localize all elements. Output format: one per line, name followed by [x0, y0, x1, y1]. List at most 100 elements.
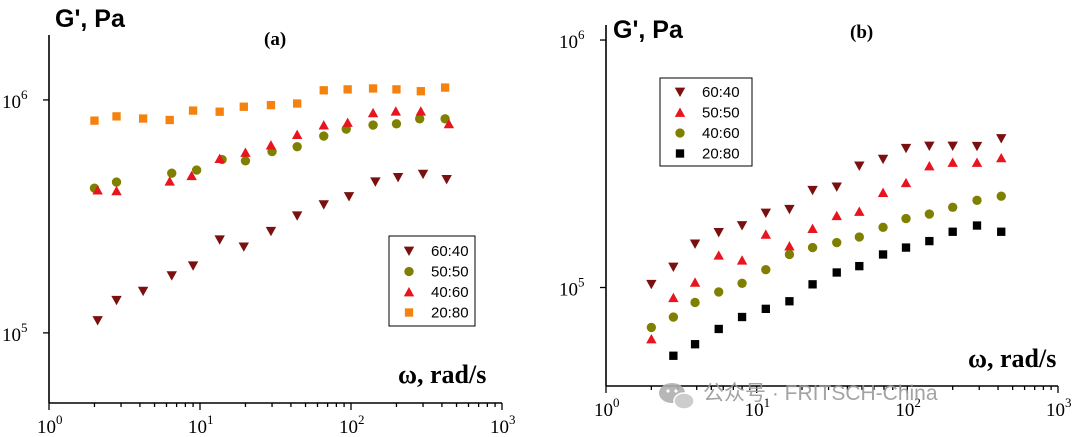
panel-a-data-point [440, 83, 450, 92]
panel-a-data-point [417, 169, 429, 180]
panel-b-data-point [854, 206, 865, 216]
panel-a-legend-label: 60:40 [431, 243, 469, 260]
panel-a-x-tick-label: 101 [188, 412, 214, 437]
panel-a-data-point [291, 211, 303, 221]
panel-b-x-tick-label: 103 [1046, 395, 1072, 421]
panel-b-data-point [831, 210, 842, 221]
panel-b-data-point [784, 241, 795, 251]
panel-b-data-point [947, 157, 958, 167]
panel-a-data-point [165, 115, 174, 125]
panel-b-data-point [925, 236, 934, 246]
panel-a-data-point [265, 226, 277, 237]
panel-a-legend-marker [403, 246, 415, 256]
panel-a-data-point [440, 114, 450, 124]
panel-a-x-tick-label: 102 [339, 412, 365, 437]
panel-a-legend-label: 50:50 [431, 264, 469, 281]
panel-b-data-point [785, 297, 794, 306]
panel-b-data-point [831, 182, 842, 192]
panel-b-y-axis-label: G', Pa [613, 16, 684, 44]
panel-a-data-point [138, 114, 148, 123]
panel-a-legend-marker [404, 266, 414, 277]
panel-b-data-point [854, 161, 865, 171]
panel-a-data-point [166, 271, 177, 281]
panel-b-data-point [971, 157, 983, 167]
panel-b-label: (b) [850, 22, 873, 43]
panel-b-data-point [761, 265, 771, 275]
panel-a-data-point [186, 170, 197, 181]
panel-a-chart: 100 101 102 103 105 106 G', Pa (a) ω, rad/s 6… [2, 5, 516, 437]
panel-b-data-point [900, 143, 912, 154]
panel-a-data-point [214, 235, 225, 245]
panel-b-data-point [996, 191, 1006, 201]
panel-b-data-point [900, 177, 912, 188]
panel-b-x-axis-label: ω, rad/s [968, 344, 1056, 373]
panel-b-data-point [924, 141, 935, 151]
panel-b-data-point [689, 277, 701, 287]
panel-b-data-point [646, 322, 657, 333]
panel-b-data-point [996, 152, 1007, 163]
panel-a-data-point [392, 172, 404, 183]
panel-a-data-point [391, 119, 402, 129]
panel-b-data-point [760, 208, 772, 218]
panel-a-data-point [266, 100, 276, 110]
panel-b-data-point [972, 221, 982, 230]
panel-b-data-point [947, 141, 958, 151]
panel-b-data-point [668, 262, 679, 272]
panel-b-data-point [668, 292, 679, 303]
panel-b-data-point [761, 304, 770, 314]
panel-a-data-point [164, 176, 175, 186]
panel-a-data-point [416, 87, 425, 96]
panel-a-data-point [214, 153, 225, 164]
panel-a-data-point [111, 177, 122, 187]
panel-a-data-point [291, 129, 303, 140]
panel-a-data-point [343, 192, 355, 202]
panel-b-data-point [689, 239, 701, 249]
panel-a-data-point [215, 107, 224, 116]
panel-a-data-point [293, 99, 302, 108]
panel-a-data-point [238, 242, 249, 252]
panel-b-legend-box [659, 77, 753, 167]
panel-a-data-point [319, 86, 328, 95]
panel-a-y-tick-label: 106 [2, 87, 28, 113]
panel-a-data-point [167, 168, 177, 178]
panel-b-legend-marker [674, 107, 686, 117]
chat-bubble-icon [659, 383, 695, 410]
panel-a-x-tick-label: 100 [37, 412, 63, 437]
panel-b-data-point [669, 351, 678, 360]
panel-b-data-point [948, 202, 958, 212]
panel-a-y-tick-label: 105 [2, 320, 28, 346]
panel-a-data-point [187, 261, 199, 271]
panel-b-data-point [807, 185, 818, 196]
panel-b-data-point [713, 227, 724, 238]
panel-a-data-point [390, 106, 401, 116]
panel-a-data-point [240, 156, 251, 166]
panel-b-y-tick-label: 106 [559, 27, 585, 53]
panel-a-data-point [441, 174, 452, 185]
panel-b-data-point [668, 312, 679, 322]
panel-b-data-point [736, 255, 748, 265]
panel-b-legend-label: 40:60 [702, 125, 740, 142]
panel-a-data-point [111, 185, 122, 196]
panel-a-data-point [368, 84, 378, 93]
panel-b-data-point [877, 187, 889, 197]
panel-b-legend-label: 20:80 [702, 146, 740, 163]
panel-b-legend-marker [675, 149, 685, 158]
panel-b-data-point [924, 160, 935, 171]
panel-b-data-point [713, 250, 724, 260]
panel-a-data-point [292, 141, 302, 152]
panel-b-data-point [855, 261, 864, 271]
panel-b-legend: 60:40 50:50 40:60 20:80 [659, 77, 753, 167]
panel-a-x-tick-label: 103 [490, 412, 516, 437]
panel-a-data-point [111, 295, 122, 306]
panel-b-data-point [807, 223, 818, 234]
panel-a-data-point [240, 147, 251, 157]
panel-b-data-point [878, 250, 888, 259]
panel-b-data-point [854, 232, 864, 242]
panel-b-data-point [646, 333, 657, 344]
panel-a-data-point [92, 316, 103, 326]
panel-a-y-axis-label: G', Pa [55, 5, 126, 33]
panel-a-data-point [367, 107, 379, 118]
panel-b-x-tick-label: 100 [594, 395, 620, 421]
